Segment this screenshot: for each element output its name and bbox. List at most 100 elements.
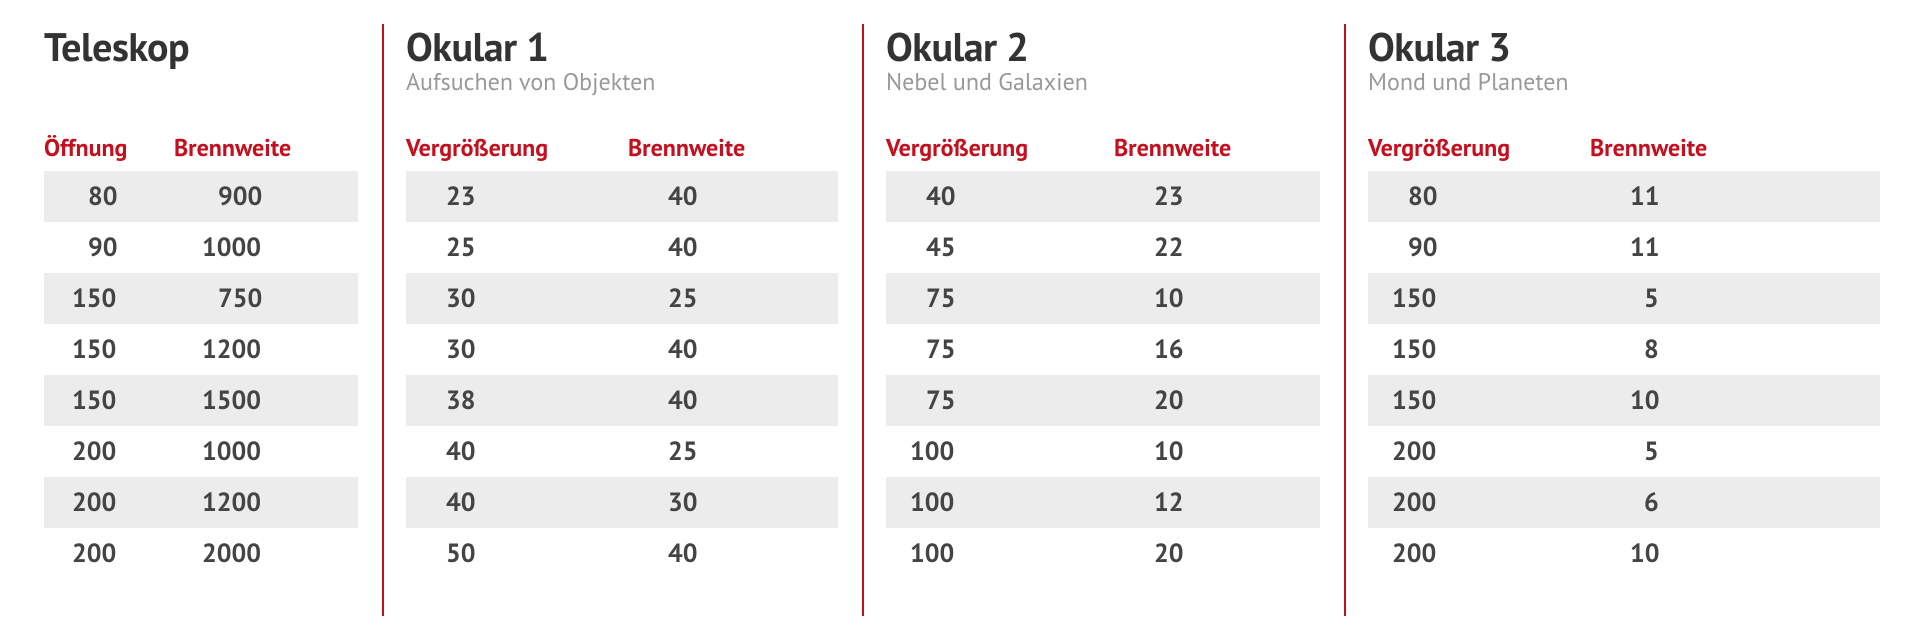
table-cell: 200 — [44, 486, 174, 519]
column-header: Brennweite — [174, 132, 358, 163]
table-row: 5040 — [406, 528, 838, 579]
table-cell: 20 — [1114, 384, 1320, 417]
table-cell: 40 — [628, 384, 838, 417]
table-cell: 100 — [886, 486, 1114, 519]
table-cell: 90 — [1368, 231, 1590, 264]
section-okular3: Okular 3Mond und PlanetenVergrößerungBre… — [1368, 24, 1880, 616]
table-row: 8011 — [1368, 171, 1880, 222]
table-row: 4023 — [886, 171, 1320, 222]
table-cell: 200 — [1368, 537, 1590, 570]
column-header: Brennweite — [1590, 132, 1790, 163]
table-cell: 10 — [1590, 537, 1790, 570]
table-row: 80900 — [44, 171, 358, 222]
table-row: 3025 — [406, 273, 838, 324]
section-title: Okular 2 — [886, 26, 1320, 68]
table-cell: 11 — [1590, 231, 1790, 264]
table-cell: 150 — [44, 333, 174, 366]
table-row: 2006 — [1368, 477, 1880, 528]
table-row: 20010 — [1368, 528, 1880, 579]
table-row: 2340 — [406, 171, 838, 222]
table-body: 8090090100015075015012001501500200100020… — [44, 171, 358, 579]
table-cell: 200 — [44, 537, 174, 570]
table-cell: 40 — [406, 435, 628, 468]
table-cell: 30 — [406, 333, 628, 366]
table-cell: 1000 — [174, 435, 358, 468]
table-body: 8011901115051508150102005200620010 — [1368, 171, 1880, 579]
table-cell: 40 — [628, 333, 838, 366]
table-cell: 2000 — [174, 537, 358, 570]
table-row: 2002000 — [44, 528, 358, 579]
table-cell: 20 — [1114, 537, 1320, 570]
column-headers: VergrößerungBrennweite — [406, 132, 838, 171]
table-row: 3840 — [406, 375, 838, 426]
table-cell: 5 — [1590, 282, 1790, 315]
table-cell: 75 — [886, 333, 1114, 366]
section-okular2: Okular 2Nebel und Galaxien VergrößerungBr… — [886, 24, 1320, 616]
vertical-divider — [382, 24, 384, 616]
table-cell: 90 — [44, 231, 174, 264]
table-cell: 30 — [628, 486, 838, 519]
table-row: 4025 — [406, 426, 838, 477]
table-cell: 40 — [628, 180, 838, 213]
section-subtitle: Aufsuchen von Objekten — [406, 68, 838, 97]
table-cell: 150 — [1368, 282, 1590, 315]
table-cell: 150 — [1368, 384, 1590, 417]
table-cell: 30 — [406, 282, 628, 315]
column-header: Vergrößerung — [886, 132, 1114, 163]
table-row: 10012 — [886, 477, 1320, 528]
table-cell: 200 — [1368, 435, 1590, 468]
column-header: Vergrößerung — [406, 132, 628, 163]
table-cell: 100 — [886, 537, 1114, 570]
table-cell: 38 — [406, 384, 628, 417]
table-row: 7510 — [886, 273, 1320, 324]
table-cell: 75 — [886, 282, 1114, 315]
table-cell: 45 — [886, 231, 1114, 264]
table-row: 3040 — [406, 324, 838, 375]
column-header: Brennweite — [628, 132, 838, 163]
table-row: 4522 — [886, 222, 1320, 273]
table-cell: 150 — [44, 282, 174, 315]
table-cell: 1500 — [174, 384, 358, 417]
table-row: 15010 — [1368, 375, 1880, 426]
table-cell: 200 — [1368, 486, 1590, 519]
section-subtitle: Nebel und Galaxien — [886, 68, 1320, 97]
column-headers: VergrößerungBrennweite — [1368, 132, 1880, 171]
table-body: 40234522751075167520100101001210020 — [886, 171, 1320, 579]
section-header: Okular 3Mond und Planeten — [1368, 24, 1880, 132]
table-row: 1501500 — [44, 375, 358, 426]
section-teleskop: TeleskopÖffnungBrennweite809009010001507… — [44, 24, 358, 616]
table-cell: 1200 — [174, 333, 358, 366]
table-cell: 23 — [406, 180, 628, 213]
table-cell: 100 — [886, 435, 1114, 468]
vertical-divider — [862, 24, 864, 616]
vertical-divider — [1344, 24, 1346, 616]
table-cell: 40 — [628, 537, 838, 570]
table-row: 1505 — [1368, 273, 1880, 324]
table-row: 7520 — [886, 375, 1320, 426]
table-cell: 40 — [886, 180, 1114, 213]
table-cell: 22 — [1114, 231, 1320, 264]
table-cell: 900 — [174, 180, 358, 213]
table-cell: 50 — [406, 537, 628, 570]
table-cell: 200 — [44, 435, 174, 468]
section-header: Okular 1Aufsuchen von Objekten — [406, 24, 838, 132]
table-cell: 40 — [406, 486, 628, 519]
section-okular1: Okular 1Aufsuchen von ObjektenVergrößeru… — [406, 24, 838, 616]
table-cell: 750 — [174, 282, 358, 315]
table-cell: 25 — [628, 282, 838, 315]
table-cell: 8 — [1590, 333, 1790, 366]
column-headers: VergrößerungBrennweite — [886, 132, 1320, 171]
table-row: 10010 — [886, 426, 1320, 477]
table-cell: 40 — [628, 231, 838, 264]
table-row: 9011 — [1368, 222, 1880, 273]
column-header: Vergrößerung — [1368, 132, 1590, 163]
table-row: 2001200 — [44, 477, 358, 528]
table-cell: 75 — [886, 384, 1114, 417]
table-cell: 10 — [1114, 435, 1320, 468]
table-cell: 6 — [1590, 486, 1790, 519]
table-row: 1508 — [1368, 324, 1880, 375]
table-cell: 23 — [1114, 180, 1320, 213]
table-row: 7516 — [886, 324, 1320, 375]
table-cell: 150 — [44, 384, 174, 417]
table-row: 2005 — [1368, 426, 1880, 477]
